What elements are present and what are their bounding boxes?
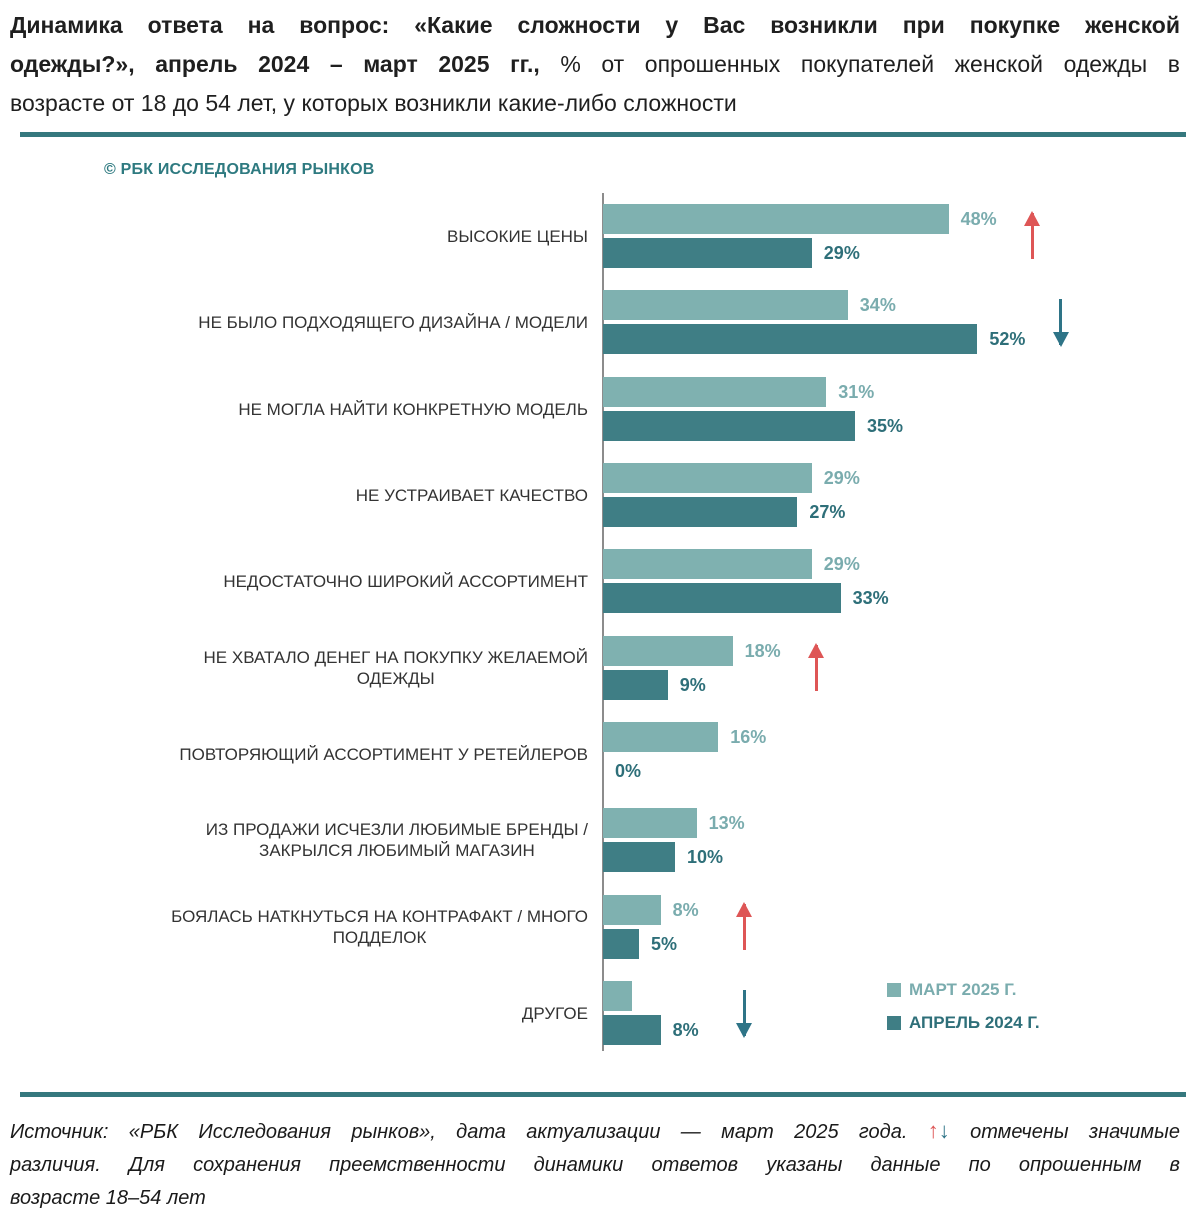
legend-label-april-2024: АПРЕЛЬ 2024 Г. bbox=[909, 1013, 1040, 1032]
significance-arrow-icon bbox=[1024, 211, 1041, 259]
bar-value-april-2024: 35% bbox=[867, 416, 904, 436]
title-line-1: Динамика ответа на вопрос: «Какие сложно… bbox=[10, 12, 1180, 38]
category-label: ВЫСОКИЕ ЦЕНЫ bbox=[447, 226, 588, 246]
bar-april-2024 bbox=[603, 497, 798, 527]
bar-value-april-2024: 0% bbox=[615, 761, 642, 781]
chart-row: НЕ ХВАТАЛО ДЕНЕГ НА ПОКУПКУ ЖЕЛАЕМОЙ ОДЕ… bbox=[0, 636, 1194, 700]
bar-april-2024 bbox=[603, 842, 675, 872]
significance-arrow-icon bbox=[1052, 299, 1069, 347]
axis-line bbox=[602, 193, 604, 1051]
bar-value-april-2024: 10% bbox=[687, 847, 724, 867]
legend: МАРТ 2025 Г. АПРЕЛЬ 2024 Г. bbox=[887, 980, 1040, 1046]
legend-swatch-march-2025-icon bbox=[887, 983, 901, 997]
legend-item-march-2025: МАРТ 2025 Г. bbox=[887, 980, 1040, 1000]
legend-swatch-april-2024-icon bbox=[887, 1016, 901, 1030]
significance-arrow-icon bbox=[808, 643, 825, 691]
source-line-1: Источник: «РБК Исследования рынков», дат… bbox=[10, 1114, 1180, 1149]
bar-value-april-2024: 27% bbox=[809, 502, 846, 522]
chart-row: ВЫСОКИЕ ЦЕНЫ 48% 29% bbox=[0, 204, 1194, 268]
category-label: НЕДОСТАТОЧНО ШИРОКИЙ АССОРТИМЕНТ bbox=[223, 571, 588, 591]
chart-row: ИЗ ПРОДАЖИ ИСЧЕЗЛИ ЛЮБИМЫЕ БРЕНДЫ / ЗАКР… bbox=[0, 808, 1194, 872]
bar-chart: ВЫСОКИЕ ЦЕНЫ 48% 29% НЕ БЫЛО ПОДХОДЯЩЕГО… bbox=[0, 193, 1194, 1051]
bar-value-april-2024: 29% bbox=[823, 243, 860, 263]
category-label: ДРУГОЕ bbox=[521, 1003, 588, 1023]
bar-value-march-2025: 48% bbox=[960, 209, 997, 229]
category-label: ИЗ ПРОДАЖИ ИСЧЕЗЛИ ЛЮБИМЫЕ БРЕНДЫ / ЗАКР… bbox=[205, 820, 588, 860]
bar-march-2025 bbox=[603, 722, 719, 752]
source-line-1-text-2: отмечены значимые bbox=[949, 1121, 1180, 1143]
bar-value-april-2024: 5% bbox=[651, 934, 678, 954]
source-line-3: возрасте 18–54 лет bbox=[10, 1187, 206, 1209]
copyright-label: © РБК ИССЛЕДОВАНИЯ РЫНКОВ bbox=[104, 161, 375, 178]
down-arrow-icon: ↓ bbox=[938, 1118, 950, 1143]
bar-march-2025 bbox=[603, 636, 733, 666]
source-line-1-text: Источник: «РБК Исследования рынков», дат… bbox=[10, 1121, 928, 1143]
category-label: НЕ УСТРАИВАЕТ КАЧЕСТВО bbox=[355, 485, 588, 505]
legend-item-april-2024: АПРЕЛЬ 2024 Г. bbox=[887, 1013, 1040, 1033]
bar-april-2024 bbox=[603, 238, 812, 268]
bar-march-2025 bbox=[603, 981, 632, 1011]
bar-march-2025 bbox=[603, 290, 848, 320]
chart-row: НЕ БЫЛО ПОДХОДЯЩЕГО ДИЗАЙНА / МОДЕЛИ 34%… bbox=[0, 290, 1194, 354]
title-line-3: возрасте от 18 до 54 лет, у которых возн… bbox=[10, 90, 737, 116]
chart-row: НЕ УСТРАИВАЕТ КАЧЕСТВО 29% 27% bbox=[0, 463, 1194, 527]
significance-arrow-icon bbox=[736, 902, 753, 950]
chart-row: ПОВТОРЯЮЩИЙ АССОРТИМЕНТ У РЕТЕЙЛЕРОВ 16%… bbox=[0, 722, 1194, 786]
significance-arrow-icon bbox=[736, 990, 753, 1038]
bar-value-march-2025: 18% bbox=[744, 641, 781, 661]
chart-row: НЕ МОГЛА НАЙТИ КОНКРЕТНУЮ МОДЕЛЬ 31% 35% bbox=[0, 377, 1194, 441]
bar-april-2024 bbox=[603, 670, 668, 700]
title-line-2-bold: одежды?», апрель 2024 – март 2025 гг., bbox=[10, 51, 540, 77]
source-line-2: различия. Для сохранения преемственности… bbox=[10, 1154, 1180, 1176]
bar-march-2025 bbox=[603, 204, 949, 234]
bar-value-march-2025: 29% bbox=[823, 468, 860, 488]
bar-value-april-2024: 52% bbox=[989, 329, 1026, 349]
chart-row: БОЯЛАСЬ НАТКНУТЬСЯ НА КОНТРАФАКТ / МНОГО… bbox=[0, 895, 1194, 959]
category-label: ПОВТОРЯЮЩИЙ АССОРТИМЕНТ У РЕТЕЙЛЕРОВ bbox=[179, 744, 588, 764]
chart-row: НЕДОСТАТОЧНО ШИРОКИЙ АССОРТИМЕНТ 29% 33% bbox=[0, 549, 1194, 613]
category-label: НЕ БЫЛО ПОДХОДЯЩЕГО ДИЗАЙНА / МОДЕЛИ bbox=[198, 312, 588, 332]
chart-row: ДРУГОЕ 8% bbox=[0, 981, 1194, 1045]
bar-march-2025 bbox=[603, 549, 812, 579]
bar-value-march-2025: 31% bbox=[838, 382, 875, 402]
bar-april-2024 bbox=[603, 1015, 661, 1045]
bar-value-march-2025: 34% bbox=[859, 295, 896, 315]
page-title: Динамика ответа на вопрос: «Какие сложно… bbox=[10, 6, 1180, 123]
bar-value-april-2024: 8% bbox=[672, 1020, 699, 1040]
up-arrow-icon: ↑ bbox=[927, 1118, 939, 1143]
title-line-2-regular: % от опрошенных покупателей женской одеж… bbox=[539, 51, 1180, 77]
category-label: НЕ ХВАТАЛО ДЕНЕГ НА ПОКУПКУ ЖЕЛАЕМОЙ ОДЕ… bbox=[203, 648, 588, 688]
bottom-divider bbox=[20, 1092, 1186, 1097]
category-label: НЕ МОГЛА НАЙТИ КОНКРЕТНУЮ МОДЕЛЬ bbox=[238, 399, 588, 419]
title-line-2: одежды?», апрель 2024 – март 2025 гг., %… bbox=[10, 45, 1180, 84]
bar-april-2024 bbox=[603, 583, 841, 613]
bar-march-2025 bbox=[603, 377, 827, 407]
bar-value-march-2025: 16% bbox=[730, 727, 767, 747]
bar-march-2025 bbox=[603, 895, 661, 925]
bar-march-2025 bbox=[603, 463, 812, 493]
bar-april-2024 bbox=[603, 411, 855, 441]
bar-value-march-2025: 29% bbox=[823, 554, 860, 574]
top-divider bbox=[20, 132, 1186, 137]
bar-value-april-2024: 33% bbox=[852, 588, 889, 608]
category-label: БОЯЛАСЬ НАТКНУТЬСЯ НА КОНТРАФАКТ / МНОГО… bbox=[171, 907, 588, 947]
bar-value-march-2025: 8% bbox=[672, 900, 699, 920]
source-note: Источник: «РБК Исследования рынков», дат… bbox=[10, 1114, 1180, 1214]
bar-april-2024 bbox=[603, 929, 639, 959]
bar-value-april-2024: 9% bbox=[679, 675, 706, 695]
legend-label-march-2025: МАРТ 2025 Г. bbox=[909, 980, 1017, 999]
bar-april-2024 bbox=[603, 324, 978, 354]
bar-value-march-2025: 13% bbox=[708, 813, 745, 833]
bar-march-2025 bbox=[603, 808, 697, 838]
